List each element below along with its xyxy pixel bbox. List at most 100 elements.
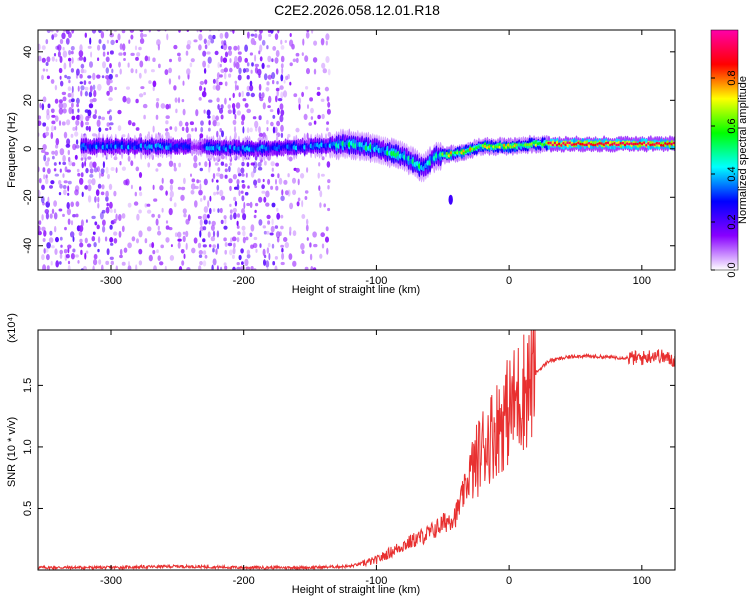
heatmap-frame bbox=[37, 29, 676, 271]
heatmap-cell bbox=[270, 225, 275, 233]
heatmap-cell bbox=[58, 208, 63, 212]
heatmap-cell bbox=[305, 224, 309, 232]
heatmap-cell bbox=[169, 197, 173, 202]
heatmap-cell bbox=[70, 133, 74, 138]
heatmap-cell bbox=[204, 79, 208, 85]
heatmap-cell bbox=[276, 236, 280, 243]
heatmap-cell bbox=[254, 185, 258, 189]
heatmap-cell bbox=[288, 156, 293, 162]
heatmap-cell bbox=[219, 173, 224, 179]
heatmap-cell bbox=[199, 219, 203, 227]
heatmap-cell bbox=[210, 224, 215, 231]
heatmap-cell bbox=[54, 225, 57, 233]
heatmap-cell bbox=[282, 90, 288, 98]
heatmap-cell bbox=[177, 97, 181, 104]
heatmap-cell bbox=[250, 224, 255, 232]
heatmap-cell bbox=[45, 174, 48, 179]
heatmap-cell bbox=[276, 89, 279, 97]
heatmap-cell bbox=[100, 191, 105, 196]
heatmap-cell bbox=[301, 91, 304, 97]
heatmap-cell bbox=[38, 120, 42, 126]
heatmap-cell bbox=[152, 57, 156, 63]
heatmap-cell bbox=[99, 212, 104, 220]
heatmap-cell bbox=[45, 248, 49, 253]
heatmap-cell bbox=[51, 114, 56, 118]
heatmap-cell bbox=[203, 206, 209, 213]
heatmap-cell bbox=[320, 173, 325, 177]
heatmap-cell bbox=[257, 161, 262, 168]
heatmap-cell bbox=[50, 180, 55, 185]
heatmap-cell bbox=[189, 62, 193, 68]
heatmap-cell bbox=[255, 248, 258, 253]
heatmap-cell bbox=[138, 172, 143, 178]
heatmap-cell bbox=[312, 267, 317, 270]
x-tick-label: 0 bbox=[506, 575, 512, 587]
snr-y-axis-label: SNR (10 * v/v) bbox=[6, 417, 18, 487]
heatmap-y-axis-label: Frequency (Hz) bbox=[6, 112, 18, 188]
heatmap-cell bbox=[75, 144, 80, 149]
heatmap-cell bbox=[54, 173, 59, 177]
heatmap-cell bbox=[258, 126, 261, 134]
heatmap-cell bbox=[202, 238, 206, 243]
heatmap-cell bbox=[292, 58, 297, 63]
heatmap-cell bbox=[197, 179, 202, 183]
heatmap-cell bbox=[204, 44, 208, 50]
heatmap-cell bbox=[301, 200, 304, 208]
heatmap-cell bbox=[199, 225, 204, 232]
heatmap-cell bbox=[272, 126, 276, 134]
heatmap-cell bbox=[289, 202, 294, 210]
heatmap-cell bbox=[203, 178, 208, 186]
heatmap-cell bbox=[267, 178, 271, 185]
heatmap-cell bbox=[41, 226, 46, 232]
heatmap-cell bbox=[245, 266, 251, 270]
heatmap-cell bbox=[177, 241, 181, 249]
heatmap-cell bbox=[144, 68, 147, 74]
heatmap-cell bbox=[304, 55, 309, 62]
heatmap-cell bbox=[135, 56, 139, 61]
heatmap-cell bbox=[55, 144, 59, 149]
heatmap-cell bbox=[229, 209, 233, 214]
heatmap-cell bbox=[80, 249, 83, 255]
heatmap-cell bbox=[191, 247, 196, 254]
heatmap-cell bbox=[200, 126, 204, 133]
heatmap-cell bbox=[106, 78, 111, 86]
heatmap-cell bbox=[228, 165, 231, 173]
heatmap-cell bbox=[49, 230, 53, 236]
heatmap-cell bbox=[61, 121, 66, 126]
heatmap-cell bbox=[199, 133, 204, 139]
heatmap-cell bbox=[253, 214, 257, 219]
heatmap-cell bbox=[250, 92, 255, 98]
heatmap-cell bbox=[223, 237, 227, 242]
colorbar-label: Normalized spectral amplitude bbox=[737, 76, 749, 224]
heatmap-cell bbox=[198, 97, 202, 101]
heatmap-cell bbox=[42, 264, 47, 270]
heatmap-cell bbox=[262, 132, 266, 140]
heatmap-cell bbox=[210, 38, 215, 44]
heatmap-cell bbox=[246, 92, 250, 97]
heatmap-cell bbox=[266, 267, 269, 270]
heatmap-cell bbox=[119, 43, 123, 50]
heatmap-cell bbox=[136, 213, 140, 221]
heatmap-cell bbox=[199, 183, 202, 191]
heatmap-cell bbox=[67, 247, 70, 254]
heatmap-cell bbox=[127, 62, 130, 68]
heatmap-cell bbox=[242, 230, 246, 237]
heatmap-cell bbox=[296, 201, 300, 207]
heatmap-cell bbox=[113, 190, 117, 197]
heatmap-cell bbox=[193, 162, 198, 169]
heatmap-cell bbox=[70, 91, 74, 99]
heatmap-cell bbox=[317, 114, 321, 120]
heatmap-cell bbox=[71, 30, 75, 34]
heatmap-cell bbox=[253, 236, 258, 241]
heatmap-cell bbox=[271, 72, 276, 80]
heatmap-cell bbox=[59, 75, 62, 80]
heatmap-cell bbox=[46, 75, 51, 80]
heatmap-cell bbox=[310, 116, 314, 120]
heatmap-cell bbox=[157, 162, 162, 167]
heatmap-cell bbox=[220, 266, 223, 270]
heatmap-cell bbox=[157, 225, 160, 231]
heatmap-cell bbox=[46, 30, 51, 34]
heatmap-cell bbox=[44, 151, 49, 156]
heatmap-cell bbox=[41, 196, 45, 204]
heatmap-cell bbox=[218, 81, 223, 86]
